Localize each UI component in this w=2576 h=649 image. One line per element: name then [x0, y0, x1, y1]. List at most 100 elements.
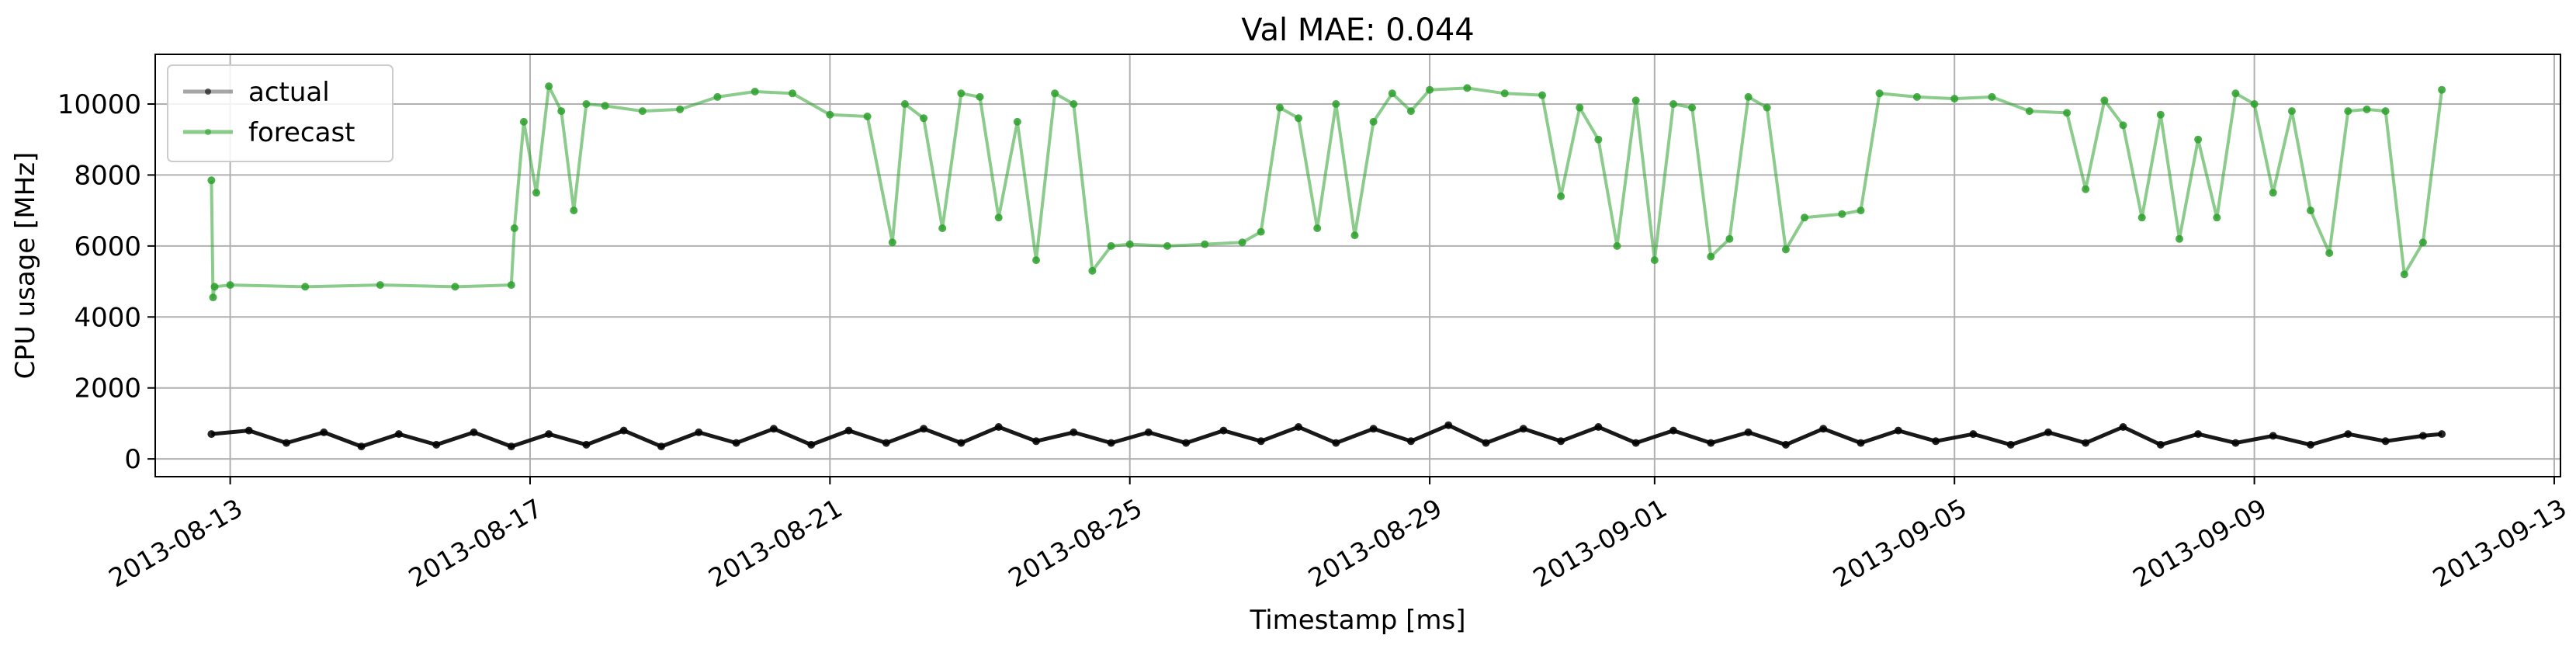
data-point [1857, 439, 1865, 447]
data-point [1763, 103, 1771, 112]
data-point [1669, 426, 1677, 435]
data-point [1500, 89, 1509, 98]
data-point [1594, 423, 1603, 431]
data-point [1032, 437, 1040, 446]
data-point [1032, 256, 1040, 265]
data-point [226, 281, 234, 290]
data-point [244, 426, 253, 435]
y-tick-label: 4000 [74, 302, 141, 333]
data-point [1070, 100, 1078, 108]
legend-label: forecast [248, 117, 355, 148]
series-actual [207, 421, 2446, 451]
data-point [1744, 92, 1753, 101]
y-tick-label: 10000 [57, 89, 141, 120]
data-point [844, 426, 853, 435]
data-point [920, 114, 928, 123]
data-point [676, 105, 685, 113]
data-point [1444, 421, 1453, 429]
data-point [451, 283, 459, 291]
data-point [2363, 105, 2371, 113]
data-point [695, 428, 703, 436]
legend-label: actual [248, 77, 330, 108]
data-point [507, 442, 515, 451]
data-point [1125, 240, 1134, 248]
data-point [1070, 428, 1078, 436]
data-point [2418, 238, 2427, 247]
data-point [1482, 439, 1490, 447]
data-point [2269, 432, 2277, 440]
data-point [519, 117, 528, 126]
data-point [2325, 249, 2334, 257]
data-point [1426, 85, 1434, 94]
data-point [507, 281, 515, 290]
data-point [1875, 89, 1884, 98]
data-point [1406, 437, 1415, 446]
data-point [2381, 107, 2390, 116]
data-point [2250, 100, 2259, 108]
data-point [1613, 241, 1621, 250]
x-axis-label: Timestamp [ms] [1250, 605, 1466, 636]
data-point [1332, 100, 1340, 108]
data-point [1519, 425, 1527, 433]
data-point [1557, 192, 1565, 200]
data-point [2231, 89, 2240, 98]
data-point [882, 439, 890, 447]
data-point [283, 439, 290, 447]
data-point [2307, 206, 2314, 215]
data-point [1313, 224, 1322, 232]
data-point [2044, 428, 2052, 436]
data-point [545, 82, 553, 91]
data-point [900, 100, 909, 108]
data-point [1894, 426, 1902, 435]
data-point [532, 189, 540, 197]
legend: actual forecast [167, 64, 394, 162]
y-axis-label: CPU usage [MHz] [10, 152, 41, 380]
data-point [1707, 252, 1715, 261]
data-point [1538, 91, 1546, 99]
data-point [1013, 117, 1021, 126]
data-point [582, 440, 591, 449]
data-point [1051, 89, 1059, 98]
data-point [557, 107, 566, 116]
data-point [638, 107, 647, 116]
legend-items: actual forecast [183, 77, 355, 148]
data-point [1988, 92, 1996, 101]
data-point [1688, 103, 1697, 112]
data-point [1819, 425, 1828, 433]
data-point [1369, 117, 1378, 126]
data-point [376, 281, 384, 290]
legend-item: forecast [183, 117, 355, 148]
data-point [807, 440, 816, 449]
data-point [320, 428, 328, 436]
y-tick-label: 0 [124, 444, 141, 475]
data-point [2156, 110, 2165, 119]
data-point [209, 293, 217, 302]
data-point [2156, 440, 2165, 449]
y-tick-label: 2000 [74, 373, 141, 404]
data-point [1182, 439, 1191, 447]
series-layer [207, 82, 2446, 451]
data-point [1201, 240, 1209, 248]
data-point [2418, 432, 2427, 440]
data-point [1781, 245, 1790, 254]
data-point [1669, 100, 1677, 108]
data-point [2400, 270, 2408, 279]
data-point [470, 428, 478, 436]
data-point [1838, 210, 1846, 218]
data-point [2119, 423, 2127, 431]
data-point [1707, 439, 1715, 447]
data-point [582, 100, 591, 108]
data-point [657, 442, 665, 451]
data-point [1257, 437, 1265, 446]
data-point [601, 102, 609, 110]
data-point [1801, 213, 1808, 222]
legend-box [167, 64, 394, 162]
y-tick-label: 6000 [74, 231, 141, 262]
data-point [1144, 428, 1153, 436]
data-point [751, 88, 759, 95]
data-point [2194, 135, 2203, 144]
grid [155, 54, 2560, 477]
data-point [713, 92, 722, 101]
data-point [957, 439, 966, 447]
data-point [994, 423, 1003, 431]
